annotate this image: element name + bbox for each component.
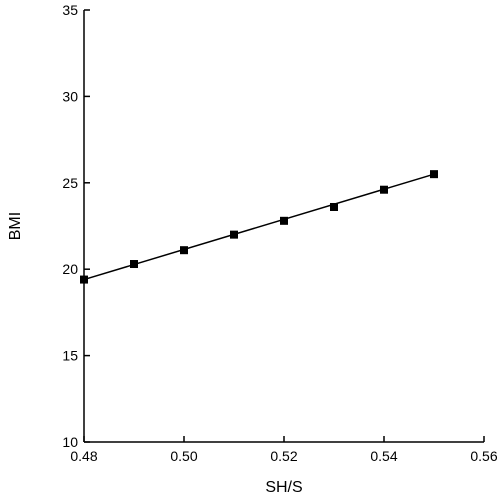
x-axis-title: SH/S [265, 479, 302, 496]
axes [83, 10, 484, 443]
data-point [180, 246, 188, 255]
data-point [280, 216, 288, 225]
y-tick-label: 35 [62, 2, 78, 18]
x-ticks: 0.48 0.50 0.52 0.54 0.56 [70, 436, 498, 464]
x-tick-label: 0.50 [170, 448, 197, 464]
y-tick-label: 25 [62, 175, 78, 191]
y-ticks: 10 15 20 25 30 35 [62, 2, 90, 450]
plot-area [80, 170, 438, 284]
x-tick-label: 0.48 [70, 448, 97, 464]
x-tick-label: 0.52 [270, 448, 297, 464]
x-tick-label: 0.56 [470, 448, 497, 464]
data-point [230, 230, 238, 239]
y-tick-label: 20 [62, 261, 78, 277]
data-point [80, 275, 88, 284]
y-tick-label: 10 [62, 434, 78, 450]
data-point [130, 260, 138, 269]
y-axis-title: BMI [7, 212, 24, 240]
y-tick-label: 30 [62, 88, 78, 104]
data-point [430, 170, 438, 179]
y-tick-label: 15 [62, 348, 78, 364]
data-point [330, 202, 338, 211]
fit-line [83, 173, 435, 281]
x-tick-label: 0.54 [370, 448, 397, 464]
data-point [380, 185, 388, 194]
